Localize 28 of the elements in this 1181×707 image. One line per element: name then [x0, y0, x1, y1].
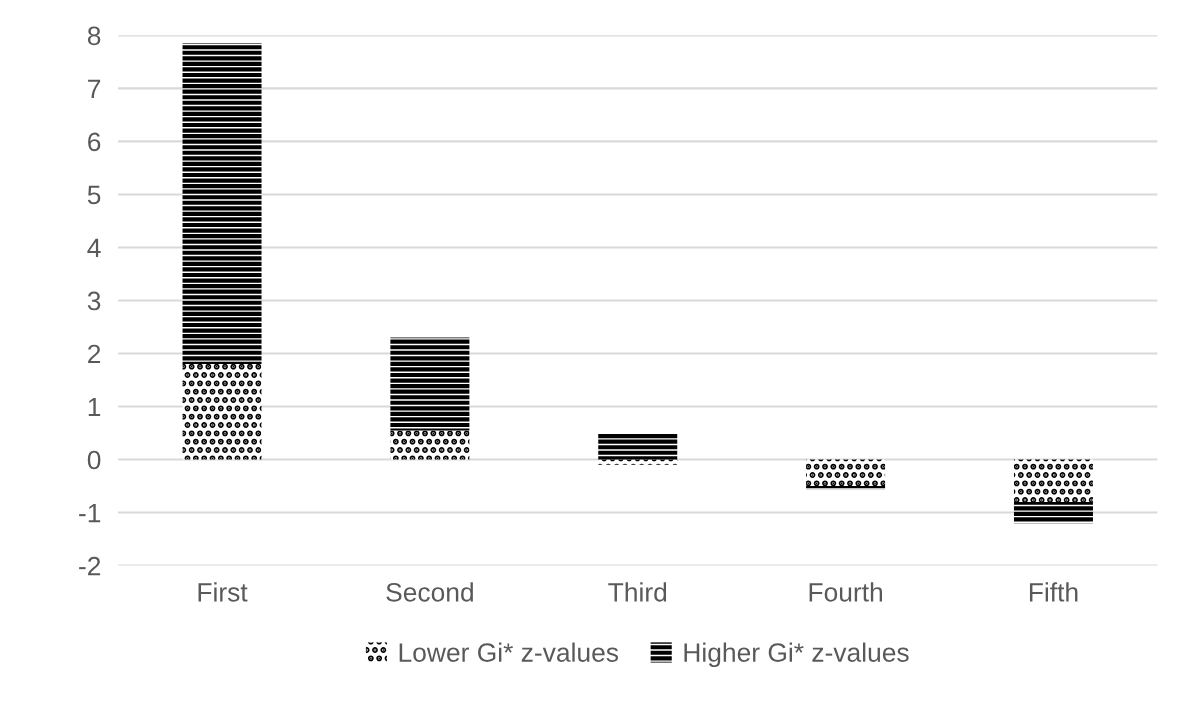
y-tick-label: 2: [88, 344, 101, 364]
y-tick-label: 1: [88, 397, 101, 417]
bar: [1013, 501, 1093, 524]
y-tick-label: 6: [88, 132, 101, 152]
bar: [598, 433, 678, 460]
bar: [390, 337, 470, 431]
y-tick-label: 3: [87, 291, 101, 311]
bar: [390, 430, 470, 460]
bar: [1013, 459, 1093, 502]
bar: [598, 459, 678, 465]
y-tick-label: -2: [79, 556, 101, 576]
bar: [182, 364, 262, 460]
x-tick-label: Fourth: [809, 582, 883, 602]
y-tick-label: -1: [79, 503, 101, 523]
y-tick-label: 5: [87, 185, 101, 205]
bar: [806, 486, 886, 490]
y-tick-label: 7: [88, 79, 101, 98]
bar: [182, 43, 262, 365]
x-tick-label: Fifth: [1029, 582, 1078, 602]
y-tick-label: 0: [87, 450, 101, 470]
bar: [806, 459, 886, 487]
legend-label: Higher Gi* z-values: [684, 642, 909, 668]
y-tick-label: 4: [87, 238, 101, 258]
y-tick-label: 8: [87, 26, 101, 46]
x-tick-label: Third: [608, 582, 667, 602]
x-tick-label: Second: [386, 582, 473, 602]
x-tick-label: First: [198, 582, 248, 602]
legend-label: Lower Gi* z-values: [399, 642, 619, 662]
